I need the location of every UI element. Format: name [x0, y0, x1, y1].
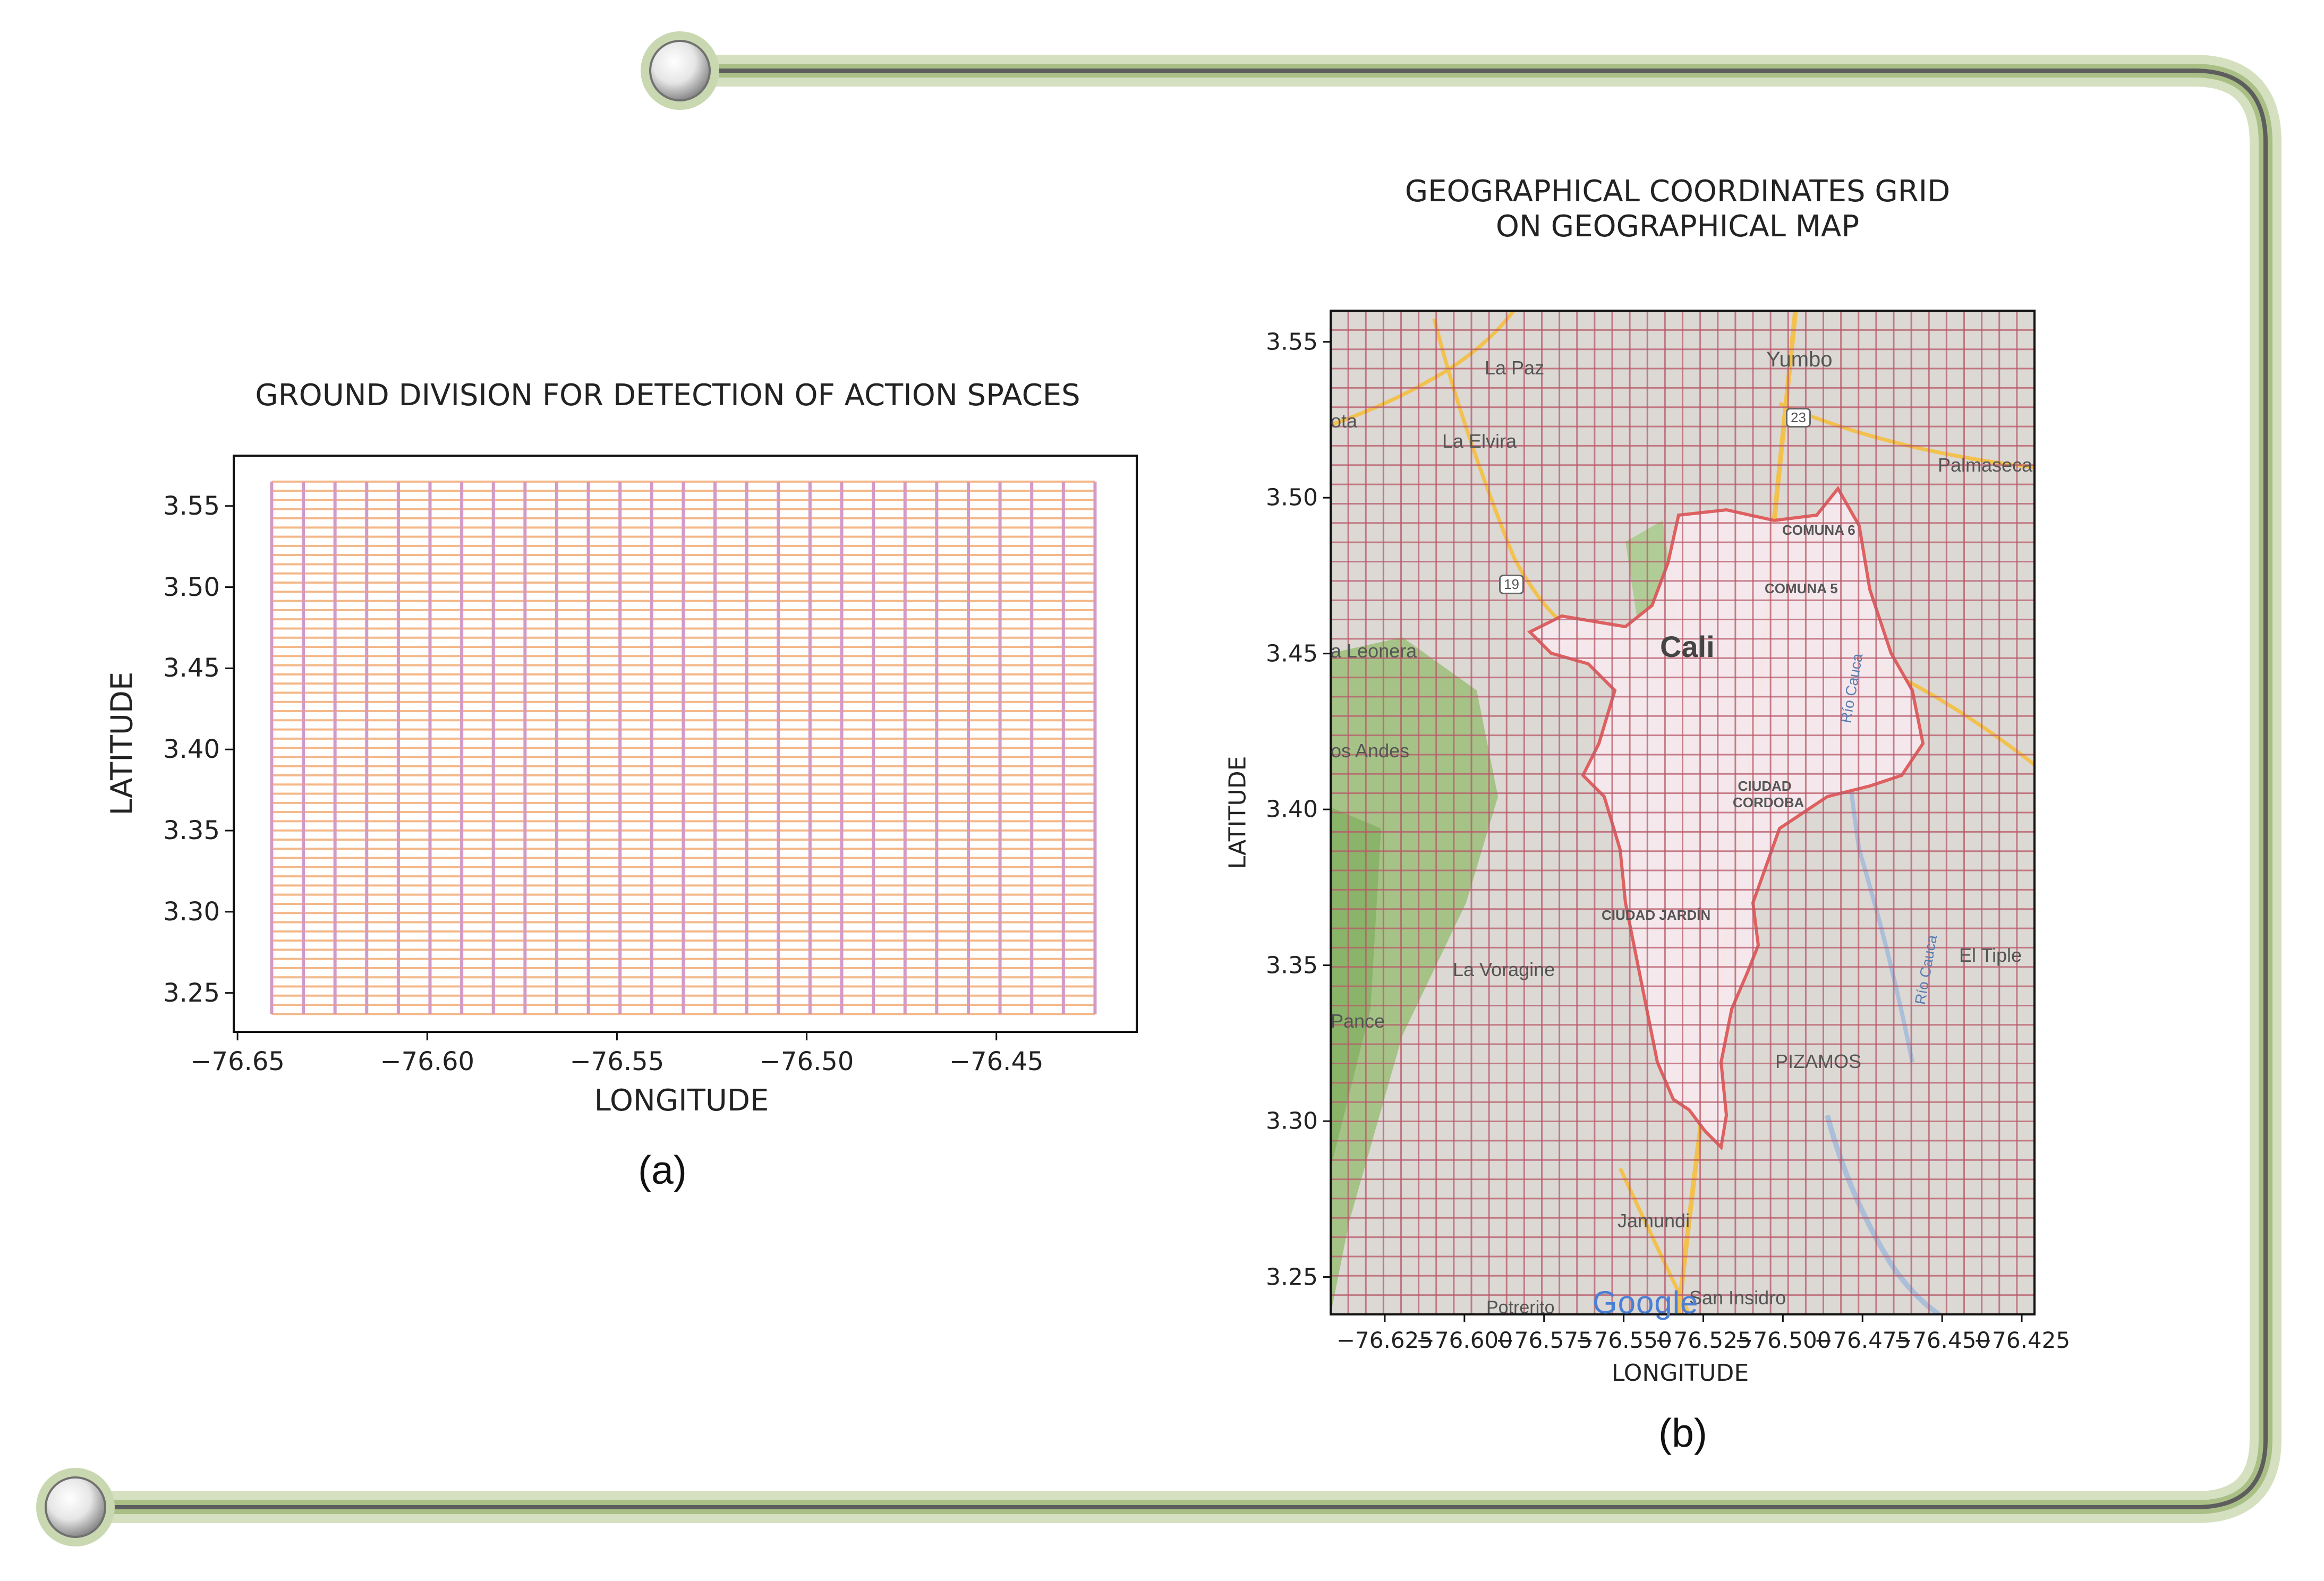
x-tick-label-b: −76.625 — [1336, 1327, 1433, 1353]
y-tick-label-b: 3.45 — [1266, 640, 1318, 668]
chart-b-title: GEOGRAPHICAL COORDINATES GRID ON GEOGRAP… — [1405, 174, 1951, 244]
panel-b-caption: (b) — [1658, 1411, 1707, 1455]
y-tick-label-b: 3.55 — [1266, 328, 1318, 356]
y-tick-label-a: 3.50 — [163, 572, 220, 602]
frame-knob-bottom — [36, 1468, 115, 1546]
map-label-yumbo: Yumbo — [1766, 348, 1833, 371]
chart-a-title: GROUND DIVISION FOR DETECTION OF ACTION … — [255, 378, 1080, 413]
x-tick-label-b: −76.575 — [1495, 1327, 1593, 1353]
map-label-highway-23: 23 — [1786, 408, 1811, 428]
chart-b-grid — [1331, 311, 2034, 1314]
map-label-la-voragine: La Voragine — [1453, 959, 1555, 980]
map-label-pance: Pance — [1331, 1010, 1385, 1032]
map-label-comuna-6: COMUNA 6 — [1782, 522, 1855, 538]
map-label-cali: Cali — [1660, 630, 1715, 663]
map-forest-deep — [1331, 807, 1381, 1168]
x-tick-label-b: −76.550 — [1575, 1327, 1672, 1353]
x-tick-label-a: −76.60 — [380, 1047, 475, 1076]
chart-a-grid — [270, 480, 1097, 1015]
x-tick-label-b: −76.500 — [1734, 1327, 1832, 1353]
map-label-potrerito: Potrerito — [1486, 1297, 1555, 1318]
map-forest-west — [1331, 637, 1498, 1314]
map-label-jamundi: Jamundi — [1618, 1210, 1690, 1232]
map-label-pizamos: PIZAMOS — [1775, 1050, 1862, 1072]
chart-b-axes-frame — [1330, 310, 2036, 1315]
y-tick-label-b: 3.35 — [1266, 952, 1318, 979]
chart-b-ylabel: LATITUDE — [1224, 756, 1252, 869]
x-tick-label-a: −76.50 — [759, 1047, 854, 1076]
x-tick-label-a: −76.65 — [190, 1047, 285, 1076]
x-tick-label-b: −76.475 — [1814, 1327, 1911, 1353]
y-tick-label-b: 3.25 — [1266, 1263, 1318, 1291]
chart-a-axes-frame — [233, 455, 1138, 1033]
chart-b-title-line-2: ON GEOGRAPHICAL MAP — [1495, 209, 1860, 244]
frame-knob-top — [641, 31, 719, 110]
x-tick-label-b: −76.450 — [1894, 1327, 1991, 1353]
map-city-cali — [1527, 485, 1925, 1151]
map-label-palmaseca: Palmaseca — [1938, 454, 2033, 476]
x-tick-label-a: −76.55 — [569, 1047, 665, 1076]
chart-b-xlabel: LONGITUDE — [1611, 1360, 1749, 1387]
map-label-la-elvira: La Elvira — [1442, 430, 1517, 452]
y-tick-label-b: 3.50 — [1266, 484, 1318, 511]
y-tick-label-b: 3.30 — [1266, 1107, 1318, 1135]
map-label-highway-19: 19 — [1499, 575, 1524, 594]
map-label-los-andes: os Andes — [1331, 740, 1410, 762]
google-logo: Google — [1593, 1285, 1699, 1320]
y-tick-label-a: 3.55 — [163, 491, 220, 521]
y-tick-label-a: 3.35 — [163, 816, 220, 845]
x-tick-label-b: −76.425 — [1973, 1327, 2071, 1353]
map-label-comuna-5: COMUNA 5 — [1765, 580, 1838, 596]
map-road-palmaseca — [1778, 401, 2034, 469]
map-label-ota: ota — [1331, 410, 1358, 432]
chart-a-ticks — [225, 505, 998, 1040]
map-river-south — [1825, 1114, 1940, 1314]
frame-rail-top — [80, 55, 2282, 1523]
map-label-la-paz: La Paz — [1485, 357, 1545, 379]
x-tick-label-b: −76.525 — [1655, 1327, 1752, 1353]
map-label-la-leonera: a Leonera — [1331, 640, 1417, 662]
chart-b-ticks — [1323, 341, 2023, 1322]
map-label-el-tiple: El Tiple — [1959, 944, 2022, 966]
x-tick-label-a: −76.45 — [949, 1047, 1044, 1076]
x-tick-label-b: −76.600 — [1416, 1327, 1513, 1353]
y-tick-label-b: 3.40 — [1266, 796, 1318, 823]
y-tick-label-a: 3.30 — [163, 896, 220, 927]
map-label-ciudad-jardin: CIUDAD JARDÍN — [1602, 907, 1711, 923]
chart-a-xlabel: LONGITUDE — [594, 1083, 769, 1118]
map-label-san-insidro: San Insidro — [1689, 1287, 1786, 1309]
y-tick-label-a: 3.45 — [163, 653, 220, 683]
panel-a-caption: (a) — [638, 1148, 687, 1192]
chart-b-title-line-1: GEOGRAPHICAL COORDINATES GRID — [1404, 174, 1951, 209]
y-tick-label-a: 3.25 — [163, 978, 220, 1008]
map-label-ciudad-cordoba: CIUDAD CORDOBA — [1733, 778, 1804, 810]
y-tick-label-a: 3.40 — [163, 734, 220, 765]
